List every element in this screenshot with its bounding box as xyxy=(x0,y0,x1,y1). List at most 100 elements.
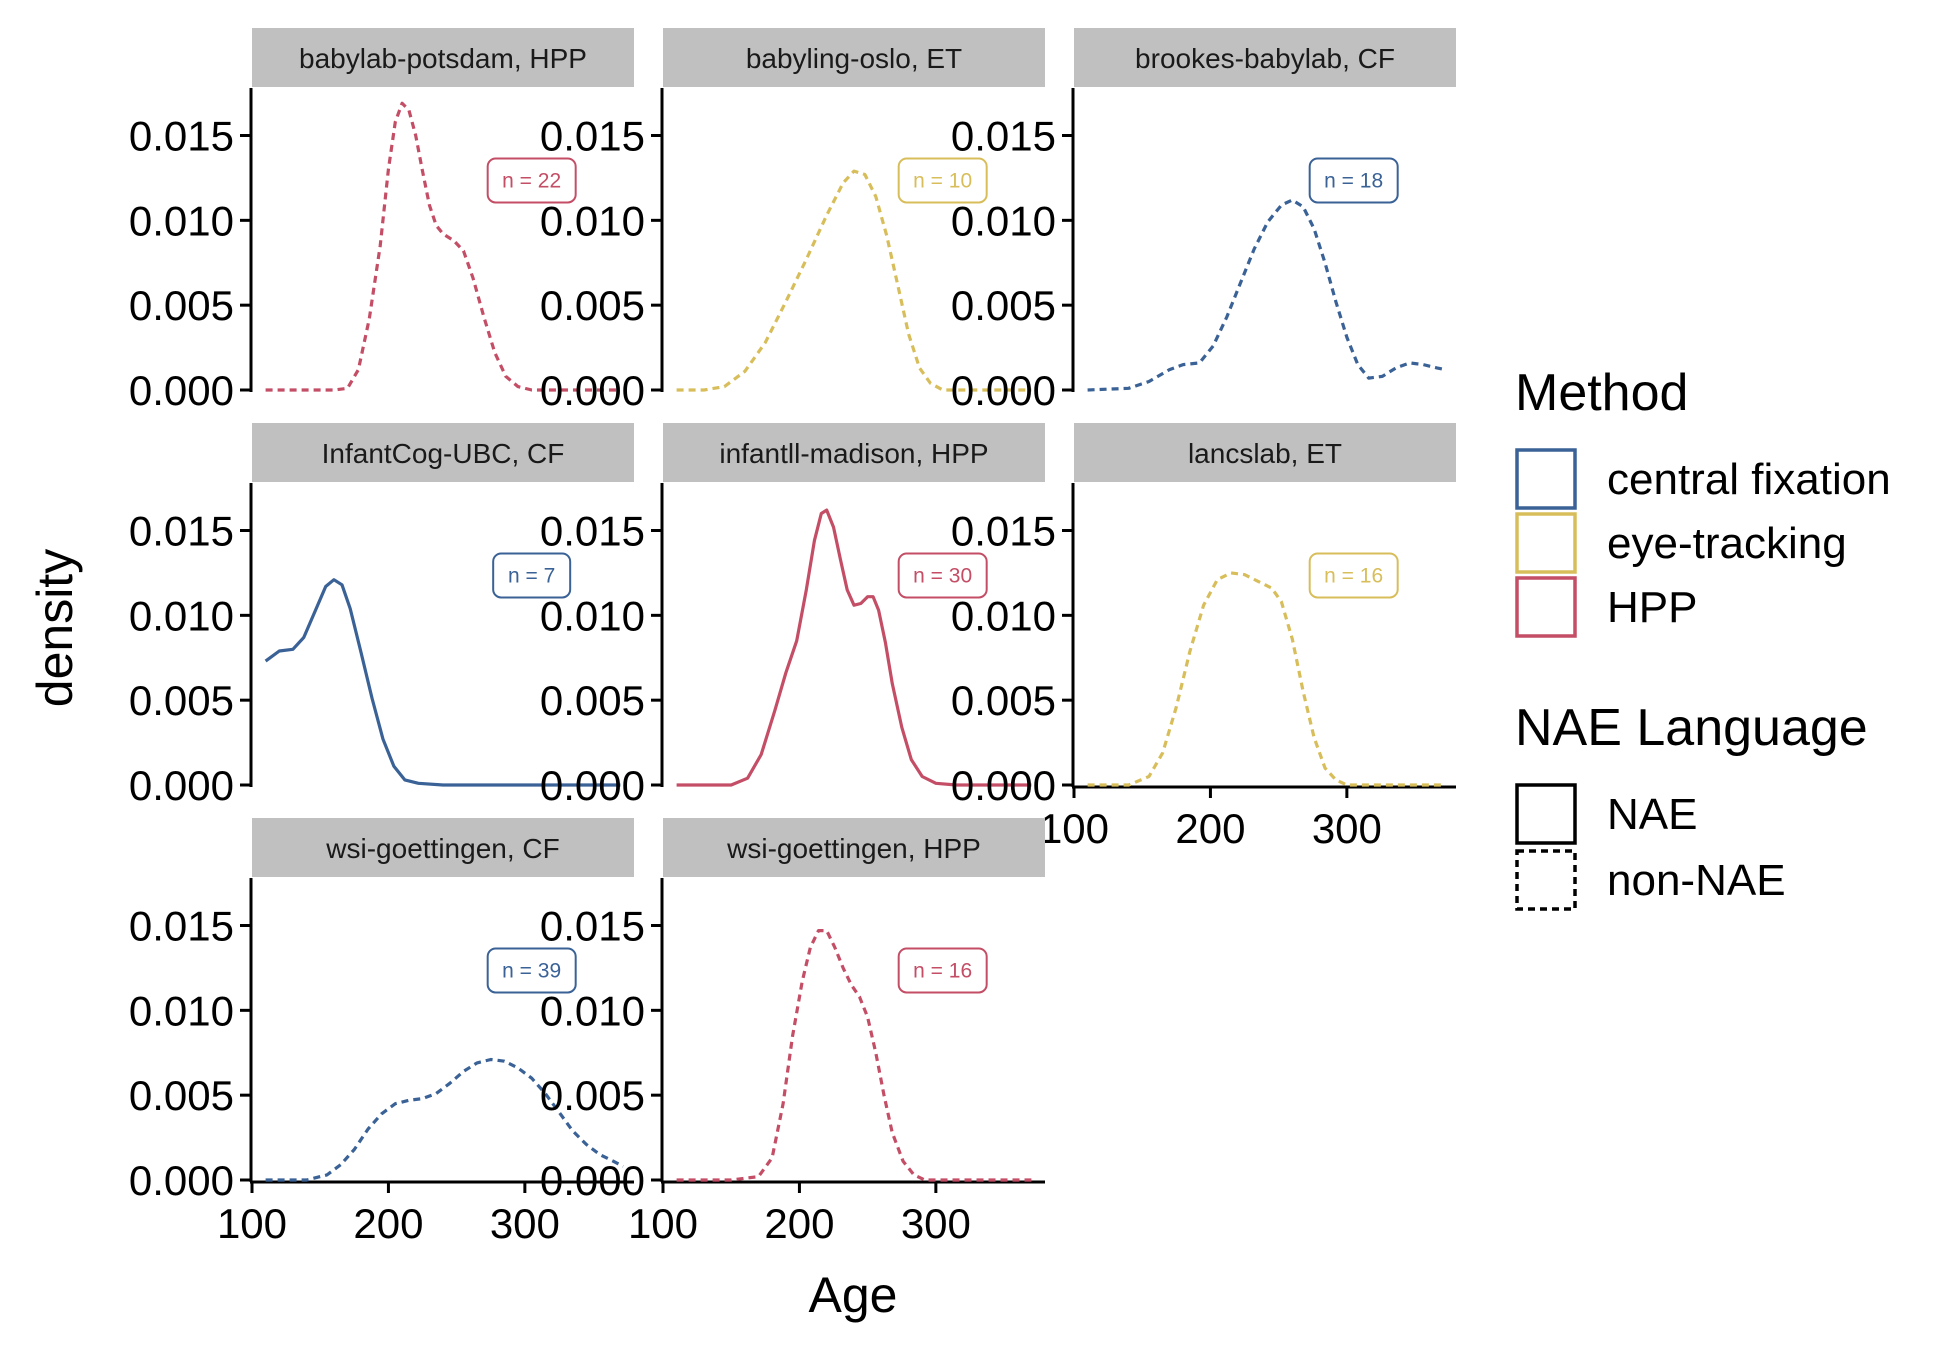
legend: Method central fixation eye-tracking HPP NAE… xyxy=(1515,364,1891,911)
x-tick-label: 200 xyxy=(1175,805,1245,852)
density-line xyxy=(676,929,1032,1182)
y-tick-label: 0.005 xyxy=(129,282,234,329)
legend-key-eye-tracking xyxy=(1515,512,1577,574)
y-tick-label: 0.005 xyxy=(540,282,645,329)
density-line xyxy=(265,101,621,392)
facet-strip xyxy=(252,28,634,87)
x-tick-label: 100 xyxy=(628,1200,698,1247)
y-tick-label: 0.000 xyxy=(540,367,645,414)
y-tick-label: 0.005 xyxy=(951,282,1056,329)
y-tick-label: 0.000 xyxy=(540,1157,645,1204)
x-tick-label: 300 xyxy=(1312,805,1382,852)
count-label: n = 7 xyxy=(508,564,555,587)
y-tick-label: 0.010 xyxy=(540,592,645,639)
facet-strip-label: wsi-goettingen, CF xyxy=(325,833,559,864)
y-tick-label: 0.010 xyxy=(540,197,645,244)
count-label: n = 22 xyxy=(502,169,561,192)
density-line xyxy=(1087,571,1443,787)
facet-strip xyxy=(663,818,1045,877)
count-label: n = 39 xyxy=(502,959,561,982)
y-tick-label: 0.005 xyxy=(540,677,645,724)
y-tick-label: 0.005 xyxy=(129,677,234,724)
y-tick-label: 0.010 xyxy=(951,197,1056,244)
legend-label-central-fixation: central fixation xyxy=(1607,455,1891,504)
y-tick-label: 0.010 xyxy=(129,987,234,1034)
facet-strip-label: infantll-madison, HPP xyxy=(719,438,988,469)
density-line xyxy=(1087,198,1446,392)
x-tick-label: 100 xyxy=(1039,805,1109,852)
facet-strip xyxy=(1074,423,1456,482)
facet-strip-label: brookes-babylab, CF xyxy=(1135,43,1395,74)
y-tick-label: 0.005 xyxy=(129,1072,234,1119)
legend-label-nae: NAE xyxy=(1607,790,1697,839)
y-tick-label: 0.015 xyxy=(540,508,645,555)
facet-strip-label: babylab-potsdam, HPP xyxy=(299,43,587,74)
facet-babylab-potsdam-hpp: babylab-potsdam, HPP 0.000 0.005 0.010 0.015… xyxy=(129,28,634,414)
y-tick-label: 0.015 xyxy=(540,903,645,950)
facet-infantcog-ubc-cf: InfantCog-UBC, CF 0.000 0.005 0.010 0.015 n =… xyxy=(129,423,634,809)
y-tick-label: 0.015 xyxy=(951,113,1056,160)
facet-strip-label: InfantCog-UBC, CF xyxy=(322,438,565,469)
legend-key-non-nae xyxy=(1515,849,1577,911)
y-tick-label: 0.015 xyxy=(129,903,234,950)
count-label: n = 18 xyxy=(1324,169,1383,192)
y-axis-title: density xyxy=(27,549,83,707)
facet-wsi-goettingen-cf: wsi-goettingen, CF 0.000 0.005 0.010 0.015 10… xyxy=(129,818,634,1247)
facet-strip-label: babyling-oslo, ET xyxy=(746,43,962,74)
y-tick-label: 0.010 xyxy=(129,197,234,244)
count-label: n = 16 xyxy=(1324,564,1383,587)
facet-strip xyxy=(663,423,1045,482)
count-label: n = 10 xyxy=(913,169,972,192)
y-tick-label: 0.000 xyxy=(951,762,1056,809)
y-tick-label: 0.015 xyxy=(540,113,645,160)
facet-babyling-oslo-et: babyling-oslo, ET 0.000 0.005 0.010 0.015 n =… xyxy=(540,28,1045,414)
legend-label-hpp: HPP xyxy=(1607,583,1697,632)
legend-key-nae xyxy=(1515,783,1577,845)
x-tick-label: 300 xyxy=(901,1200,971,1247)
x-tick-label: 200 xyxy=(764,1200,834,1247)
count-label-box xyxy=(486,157,577,204)
density-line xyxy=(676,508,1032,787)
x-tick-label: 200 xyxy=(353,1200,423,1247)
legend-key-hpp xyxy=(1515,576,1577,638)
count-label-box xyxy=(1308,552,1399,599)
count-label-box xyxy=(1308,157,1399,204)
facet-lancslab-et: lancslab, ET 0.000 0.005 0.010 0.015 100 200 30… xyxy=(951,423,1456,852)
facet-strip xyxy=(663,28,1045,87)
x-axis-title: Age xyxy=(809,1267,898,1323)
count-label-box xyxy=(492,552,572,599)
y-tick-label: 0.015 xyxy=(129,508,234,555)
count-label-box xyxy=(486,947,577,994)
y-tick-label: 0.000 xyxy=(129,1157,234,1204)
count-label-box xyxy=(897,947,988,994)
y-tick-label: 0.010 xyxy=(951,592,1056,639)
y-tick-label: 0.000 xyxy=(129,762,234,809)
legend-label-non-nae: non-NAE xyxy=(1607,856,1786,905)
legend-label-eye-tracking: eye-tracking xyxy=(1607,519,1847,568)
y-tick-label: 0.000 xyxy=(540,762,645,809)
density-line xyxy=(264,578,621,787)
facet-strip-label: wsi-goettingen, HPP xyxy=(726,833,981,864)
facet-strip xyxy=(252,818,634,877)
legend-title-nae-language: NAE Language xyxy=(1515,699,1868,757)
facet-panels: babylab-potsdam, HPP 0.000 0.005 0.010 0.015… xyxy=(129,28,1456,1247)
facet-strip xyxy=(1074,28,1456,87)
count-label: n = 30 xyxy=(913,564,972,587)
facet-brookes-babylab-cf: brookes-babylab, CF 0.000 0.005 0.010 0.015 n… xyxy=(951,28,1456,414)
legend-title-method: Method xyxy=(1515,364,1688,422)
x-tick-label: 300 xyxy=(490,1200,560,1247)
facet-infantll-madison-hpp: infantll-madison, HPP 0.000 0.005 0.010 0.01… xyxy=(540,423,1045,809)
y-tick-label: 0.010 xyxy=(129,592,234,639)
x-tick-label: 100 xyxy=(217,1200,287,1247)
count-label: n = 16 xyxy=(913,959,972,982)
density-line xyxy=(676,169,1032,392)
legend-key-central-fixation xyxy=(1515,448,1577,510)
facet-strip-label: lancslab, ET xyxy=(1188,438,1342,469)
facet-strip xyxy=(252,423,634,482)
y-tick-label: 0.000 xyxy=(951,367,1056,414)
y-tick-label: 0.005 xyxy=(951,677,1056,724)
y-tick-label: 0.015 xyxy=(951,508,1056,555)
density-line xyxy=(265,1057,624,1182)
facet-wsi-goettingen-hpp: wsi-goettingen, HPP 0.000 0.005 0.010 0.015 1… xyxy=(540,818,1045,1247)
